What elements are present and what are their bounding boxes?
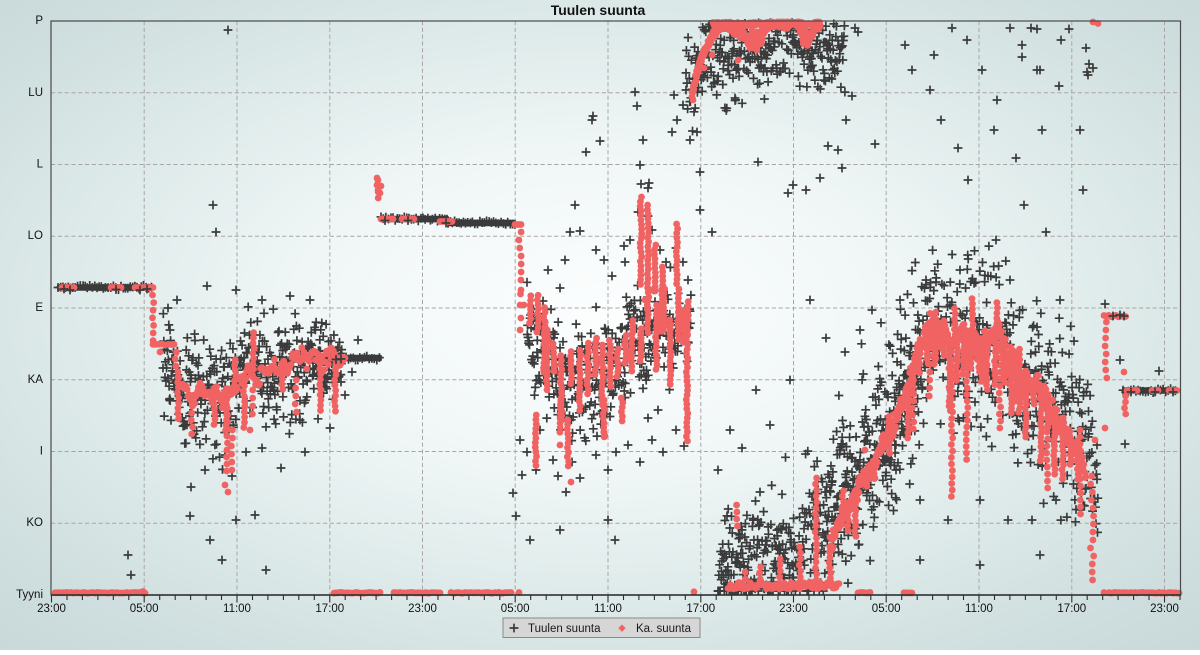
svg-text:I: I [40, 446, 43, 458]
svg-text:23:00: 23:00 [779, 603, 808, 615]
svg-text:11:00: 11:00 [223, 603, 251, 615]
svg-text:11:00: 11:00 [594, 603, 622, 615]
svg-text:Tyyni: Tyyni [16, 589, 43, 601]
svg-text:17:00: 17:00 [1057, 603, 1086, 615]
svg-text:23:00: 23:00 [37, 603, 66, 615]
svg-text:Tuulen suunta: Tuulen suunta [551, 2, 646, 18]
svg-text:Tuulen suunta: Tuulen suunta [528, 623, 601, 635]
svg-text:05:00: 05:00 [130, 603, 159, 615]
svg-text:05:00: 05:00 [872, 603, 901, 615]
svg-text:LU: LU [28, 87, 43, 99]
svg-text:23:00: 23:00 [1150, 603, 1179, 615]
svg-text:LO: LO [28, 230, 43, 242]
svg-text:P: P [35, 15, 43, 27]
svg-text:05:00: 05:00 [501, 603, 530, 615]
svg-text:17:00: 17:00 [315, 603, 344, 615]
svg-text:E: E [35, 302, 43, 314]
svg-text:Ka. suunta: Ka. suunta [636, 623, 692, 635]
svg-text:17:00: 17:00 [686, 603, 715, 615]
svg-text:L: L [37, 159, 44, 171]
svg-text:23:00: 23:00 [408, 603, 437, 615]
svg-text:11:00: 11:00 [965, 603, 993, 615]
svg-text:KA: KA [28, 374, 44, 386]
svg-text:KO: KO [26, 517, 43, 529]
